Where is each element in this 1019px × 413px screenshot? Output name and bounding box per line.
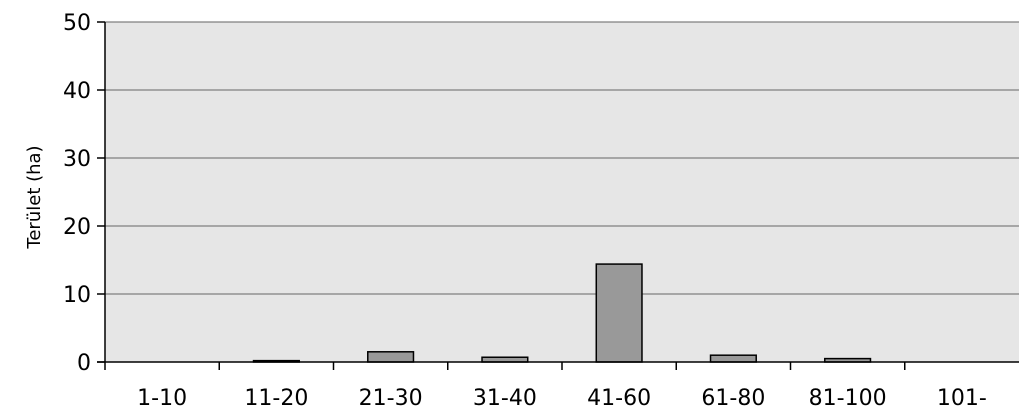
x-tick-label: 101-	[937, 386, 987, 411]
y-tick-label: 50	[63, 11, 91, 36]
y-axis-title: Terület (ha)	[24, 145, 45, 249]
bar-21-30	[367, 351, 415, 363]
plot-background	[105, 22, 1019, 362]
x-tick-label: 61-80	[701, 386, 765, 411]
x-tick-label: 81-100	[809, 386, 887, 411]
y-tick-label: 30	[63, 147, 91, 172]
y-tick-label: 10	[63, 283, 91, 308]
x-tick-label: 11-20	[244, 386, 308, 411]
bar-41-60	[595, 263, 643, 363]
y-tick-label: 40	[63, 79, 91, 104]
x-tick-label: 41-60	[587, 386, 651, 411]
x-tick-label: 21-30	[359, 386, 423, 411]
y-tick-label: 0	[77, 351, 91, 376]
x-tick-label: 1-10	[137, 386, 187, 411]
bar-61-80	[709, 354, 757, 363]
x-tick-label: 31-40	[473, 386, 537, 411]
y-tick-label: 20	[63, 215, 91, 240]
